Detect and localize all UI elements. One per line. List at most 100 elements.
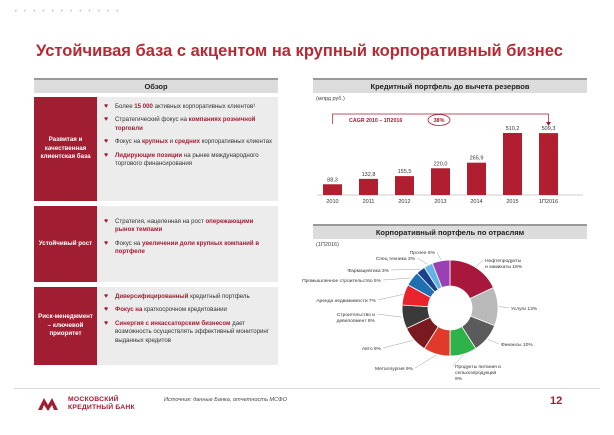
bullet-text: Фокус на (115, 239, 142, 247)
bar (539, 133, 558, 195)
leader-line (487, 339, 500, 345)
overview-bullet: Диверсифицированный кредитный портфель (104, 293, 274, 302)
slice-label: Финансы 10% (501, 342, 533, 348)
donut-slice (431, 259, 451, 289)
bar-value-label: 132,8 (362, 172, 376, 178)
bar-value-label: 265,9 (470, 156, 484, 162)
leader-line (452, 354, 464, 367)
leader-line (376, 313, 402, 318)
slice-label-line: сельхозпродукция (455, 371, 497, 376)
bar (323, 184, 342, 195)
bar-chart-unit: (млрд руб.) (316, 96, 345, 102)
leader-line (382, 277, 412, 281)
corporate-portfolio-header: Корпоративный портфель по отраслям (313, 224, 587, 239)
loan-portfolio-bar-chart: 88,3 2010 132,8 2011 155,5 2012 220,0 2013 265,9… (317, 113, 583, 205)
slice-label-line: 9% (455, 376, 463, 382)
logo-line-2: КРЕДИТНЫЙ БАНК (68, 404, 135, 412)
slice-label-line: Металлургия 9% (375, 366, 414, 372)
page-number: 12 (550, 395, 563, 407)
leader-line (377, 294, 403, 301)
highlight-text: Лидирующие позиции (115, 151, 183, 159)
row-body: Более 15 000 активных корпоративных клие… (104, 103, 274, 173)
bullet-text: Фокус на (115, 138, 142, 146)
slice-label-line: девелопмент 8% (337, 318, 376, 324)
bar-value-label: 88,3 (327, 177, 338, 183)
slice-label-line: Спец техника 3% (376, 256, 416, 262)
overview-bullet: Стратегия, нацеленная на рост опережающи… (104, 218, 274, 235)
slice-label: Услуги 13% (511, 306, 538, 312)
overview-bullet: Фокус на краткосрочном кредитовании (104, 306, 274, 315)
overview-bullet: Синергия с инкассаторским бизнесом дает … (104, 320, 274, 345)
cagr-arrow (546, 122, 551, 126)
highlight-text: Диверсифицированный (115, 293, 189, 300)
bank-logo-icon (38, 398, 58, 411)
leader-line (390, 269, 420, 271)
overview-bullet: Стратегический фокус на компаниях рознич… (104, 116, 274, 133)
row-label: Развитая и качественная клиентская база (34, 97, 97, 201)
slice-label: Продукты питания и сельхозпродукция 9% (455, 364, 501, 382)
bullet-text: краткосрочном кредитовании (142, 306, 227, 314)
slice-label-line: Нефтепродукты (485, 258, 522, 264)
slice-label: Металлургия 9% (375, 366, 414, 372)
bullet-text: Более (115, 103, 135, 110)
x-tick-label: 2010 (326, 199, 338, 205)
x-tick-label: 2012 (398, 199, 410, 205)
highlight-text: опережающими рынок темпами (115, 218, 254, 234)
highlight-text: 15 000 (134, 103, 153, 110)
pie-chart-subtitle: (1П2016) (316, 242, 339, 248)
row-label: Риск-менеджмент – ключевой приоритет (34, 287, 97, 365)
bar (467, 162, 486, 195)
bullet-text: кредитный портфель (188, 293, 250, 300)
overview-bullet: Лидирующие позиции на рынке международно… (104, 152, 274, 169)
cagr-label: CAGR 2010 – 1П2016 (349, 118, 402, 124)
corporate-portfolio-donut-chart: Нефтепродукты и химикаты 18% Услуги 13% Фин… (302, 250, 538, 382)
bullet-text: корпоративных клиентах (199, 138, 273, 146)
leader-line (414, 354, 437, 369)
bar-value-label: 220,0 (434, 161, 448, 167)
overview-bullet: Фокус на крупных и средних корпоративных… (104, 138, 274, 147)
leader-line (498, 306, 510, 309)
slice-label: Спец техника 3% (376, 256, 416, 262)
bar (431, 168, 450, 195)
source-note: Источник: данные Банка, отчетность МСФО (164, 397, 287, 403)
slice-label: Авто 9% (362, 346, 382, 352)
slice-label: Аренда недвижимости 7% (316, 298, 376, 304)
bar (395, 176, 414, 195)
highlight-text: Фокус на (115, 306, 143, 314)
bar-value-label: 510,2 (506, 126, 520, 132)
slice-label-line: Фармацевтика 3% (347, 268, 389, 274)
overview-bullet: Фокус на увеличении доли крупных компани… (104, 240, 274, 257)
highlight-text: средних (174, 138, 200, 146)
bank-logo-text: МОСКОВСКИЙ КРЕДИТНЫЙ БАНК (68, 396, 135, 413)
x-tick-label: 2015 (506, 199, 518, 205)
bullet-text: Стратегия, нацеленная на рост (115, 218, 206, 225)
leader-line (476, 259, 484, 267)
slice-label-line: Аренда недвижимости 7% (316, 298, 376, 304)
cagr-badge (427, 114, 451, 126)
overview-bullet: Более 15 000 активных корпоративных клие… (104, 103, 274, 112)
overview-row-growth: Устойчивый рост Стратегия, нацеленная на… (34, 206, 278, 282)
leader-line (436, 251, 441, 260)
leader-line (382, 340, 414, 349)
x-tick-label: 2011 (363, 199, 375, 205)
slice-label: Фармацевтика 3% (347, 268, 389, 274)
overview-header: Обзор (34, 78, 278, 93)
cagr-bracket (332, 113, 549, 124)
x-tick-label: 2013 (434, 199, 446, 205)
slice-label: Строительство и девелопмент 8% (337, 312, 376, 324)
highlight-text: компаниях розничной торговли (115, 116, 256, 132)
logo-line-1: МОСКОВСКИЙ (68, 396, 119, 403)
bullet-text: на рынке международного торгового финанс… (115, 151, 259, 168)
overview-row-client-base: Развитая и качественная клиентская база … (34, 97, 278, 201)
slice-label-line: Финансы 10% (501, 342, 533, 348)
slice-label-line: Строительство и (337, 312, 375, 318)
slice-label: Нефтепродукты и химикаты 18% (485, 258, 523, 270)
bullet-text: и (167, 138, 175, 146)
slice-label-line: и химикаты 18% (485, 264, 523, 270)
bar (359, 178, 378, 195)
row-body: Диверсифицированный кредитный портфель Фо… (104, 293, 274, 350)
slice-label-line: Прочее 6% (410, 250, 436, 256)
highlight-text: увеличении доли крупных компаний в портф… (115, 239, 260, 256)
x-tick-label: 1П2016 (539, 199, 558, 205)
slice-label: Промышленное строительство 5% (302, 278, 382, 284)
